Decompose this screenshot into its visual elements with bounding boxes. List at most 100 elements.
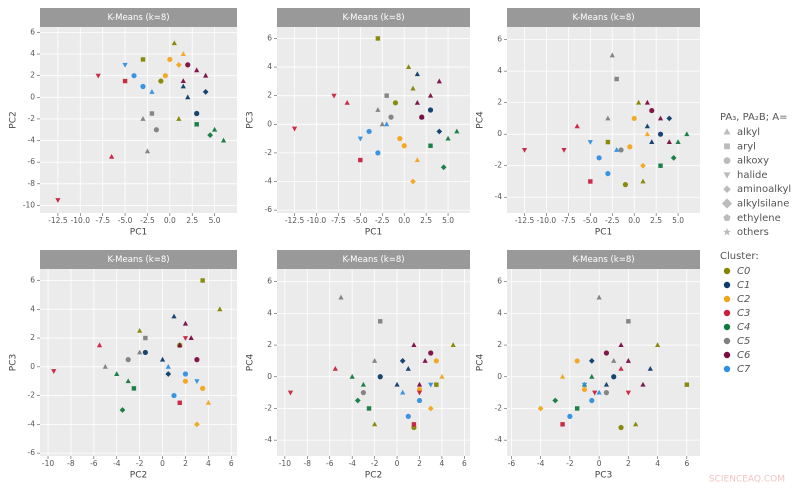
y-tick-label: -2 xyxy=(28,391,36,400)
point xyxy=(394,381,400,387)
x-tick-label: 4 xyxy=(655,459,660,468)
point xyxy=(194,357,200,363)
y-tick-label: -2 xyxy=(265,403,273,412)
point xyxy=(596,155,602,161)
point xyxy=(185,62,191,68)
point xyxy=(55,198,61,203)
point xyxy=(416,390,423,396)
point xyxy=(144,148,151,154)
point xyxy=(125,378,131,384)
point xyxy=(640,381,646,387)
point xyxy=(670,154,677,161)
plot-background xyxy=(40,269,237,456)
legend-cluster-symbol xyxy=(723,267,731,275)
x-tick-label: -7.5 xyxy=(561,216,576,225)
x-tick-label: 0.0 xyxy=(628,216,640,225)
y-tick-label: 0 xyxy=(30,362,35,371)
point xyxy=(378,319,383,324)
y-tick-label: 4 xyxy=(267,62,272,71)
y-axis-title: PC2 xyxy=(9,111,19,128)
legend-shape-label: aryl xyxy=(737,141,756,152)
point xyxy=(574,358,580,364)
x-tick-label: 0 xyxy=(597,459,602,468)
y-tick-label: 2 xyxy=(30,333,35,342)
point xyxy=(596,294,602,300)
y-tick-label: 2 xyxy=(267,91,272,100)
point xyxy=(182,371,189,377)
y-tick-label: -4 xyxy=(28,136,36,145)
point xyxy=(220,137,227,143)
y-tick-label: 4 xyxy=(497,308,502,317)
point xyxy=(603,381,610,387)
x-tick-label: 2 xyxy=(626,459,631,468)
point xyxy=(397,136,403,142)
point xyxy=(392,100,399,106)
y-tick-label: 0 xyxy=(497,129,502,138)
point xyxy=(592,390,598,396)
x-tick-label: -10 xyxy=(279,459,291,468)
point xyxy=(143,335,148,341)
point xyxy=(349,373,355,379)
x-tick-label: 4 xyxy=(440,459,445,468)
legend-shape-symbol xyxy=(724,143,730,150)
legend-shape-label: alkyl xyxy=(737,127,760,138)
x-tick-label: -6 xyxy=(90,459,98,468)
point xyxy=(205,399,211,405)
point xyxy=(644,131,650,137)
point xyxy=(153,127,160,133)
x-tick-label: -4 xyxy=(348,459,356,468)
x-axis-title: PC2 xyxy=(365,471,382,481)
plot-background xyxy=(507,27,700,213)
point xyxy=(167,56,173,63)
point xyxy=(561,147,567,153)
point xyxy=(182,336,189,341)
point xyxy=(149,111,155,116)
x-tick-label: -12.5 xyxy=(515,216,535,225)
point xyxy=(450,342,456,348)
y-tick-label: 0 xyxy=(497,372,502,381)
y-tick-label: 2 xyxy=(30,71,35,80)
point xyxy=(631,115,637,122)
point xyxy=(581,386,588,393)
point xyxy=(589,373,595,379)
x-tick-label: 2.5 xyxy=(650,216,662,225)
y-tick-label: 6 xyxy=(267,277,272,286)
point xyxy=(400,389,406,395)
x-tick-label: 0.0 xyxy=(398,216,410,225)
y-tick-label: 2 xyxy=(267,340,272,349)
point xyxy=(410,85,416,91)
legend-cluster-label: C4 xyxy=(737,322,750,333)
point xyxy=(657,115,664,121)
point xyxy=(647,365,653,371)
y-tick-label: -4 xyxy=(495,192,503,201)
point xyxy=(332,365,338,371)
x-tick-label: -5.0 xyxy=(583,216,598,225)
point xyxy=(131,73,137,79)
y-tick-label: 6 xyxy=(267,33,272,42)
legend-shape-title: PA₃, PA₂B; A= xyxy=(720,112,787,123)
point xyxy=(125,357,131,363)
y-tick-label: 6 xyxy=(30,276,35,285)
point xyxy=(109,153,115,159)
x-tick-label: -7.5 xyxy=(95,216,110,225)
point xyxy=(287,390,294,396)
x-tick-label: 6 xyxy=(684,459,689,468)
point xyxy=(379,121,385,127)
point xyxy=(436,78,442,84)
legend-cluster-title: Cluster: xyxy=(720,251,759,262)
point xyxy=(137,349,143,355)
point xyxy=(434,382,439,387)
point xyxy=(180,78,186,84)
point xyxy=(375,150,381,156)
point xyxy=(649,107,655,114)
point xyxy=(95,73,101,79)
point xyxy=(203,72,209,78)
y-tick-label: -6 xyxy=(265,205,273,214)
x-tick-label: 6 xyxy=(462,459,467,468)
point xyxy=(194,110,200,117)
legend-shape-symbol xyxy=(723,214,731,221)
plot-background xyxy=(40,27,237,213)
y-tick-label: 4 xyxy=(267,308,272,317)
x-tick-label: -2.5 xyxy=(140,216,155,225)
point xyxy=(574,123,580,129)
